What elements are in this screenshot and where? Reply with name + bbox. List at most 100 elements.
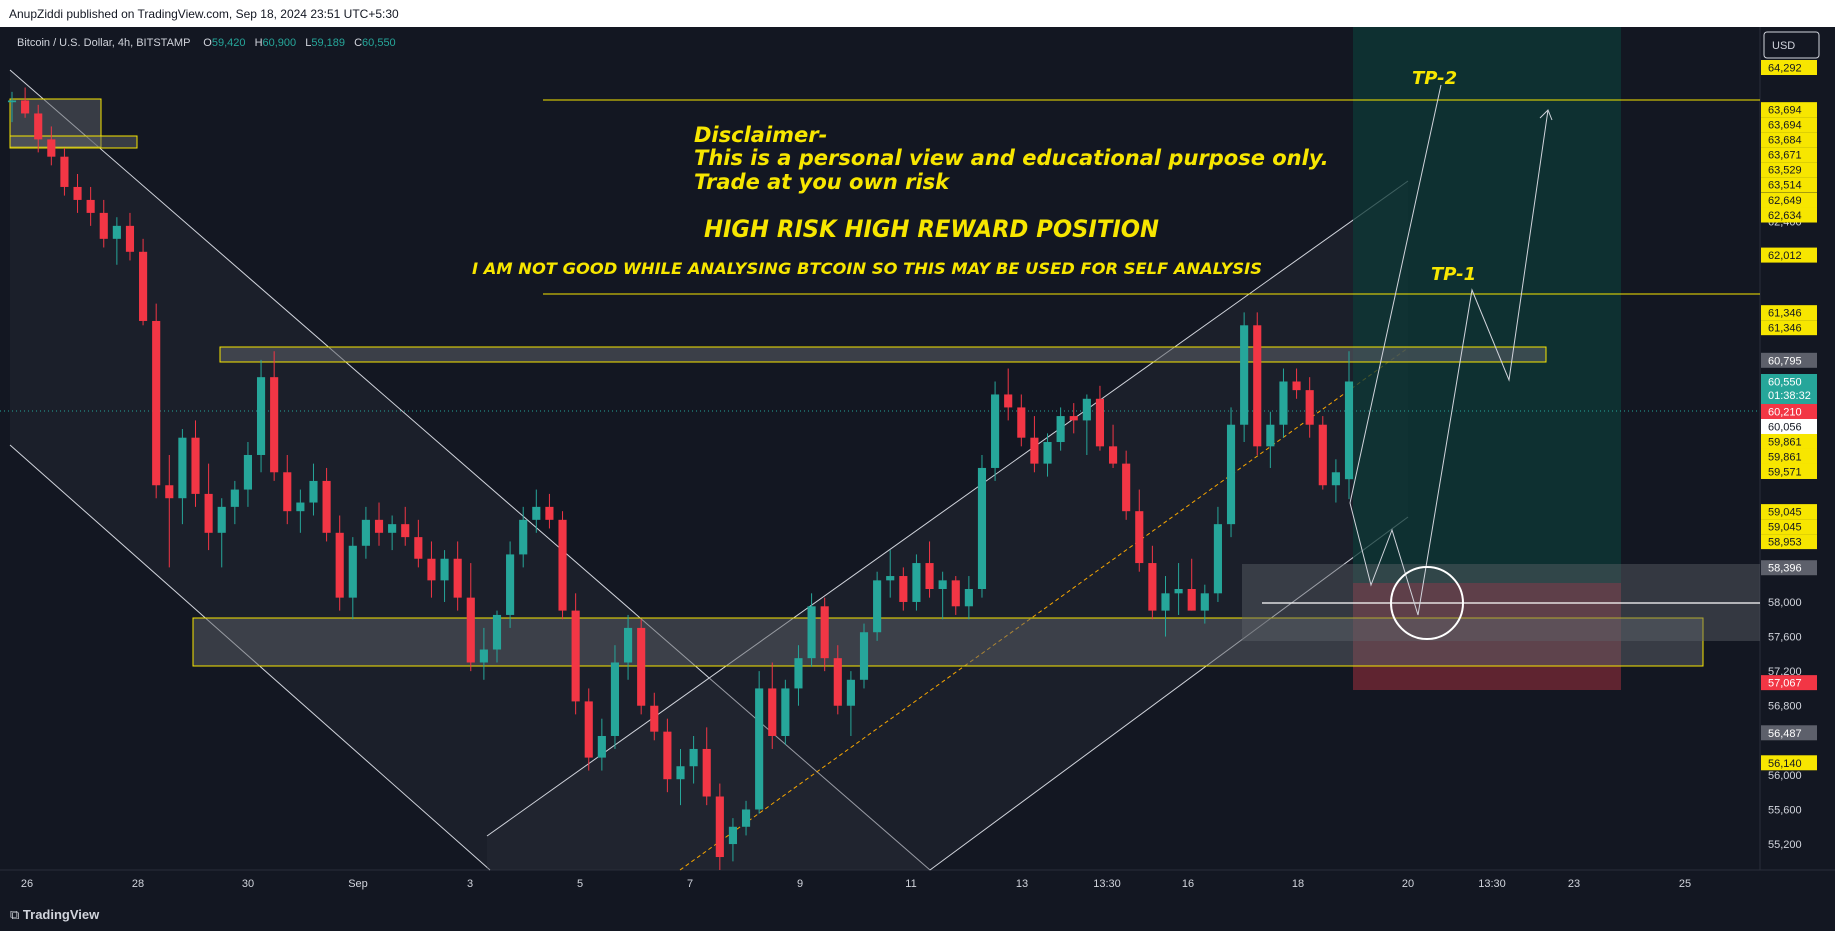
candle	[912, 554, 921, 611]
candle	[1017, 394, 1026, 447]
candle	[728, 818, 737, 862]
candle	[230, 480, 239, 525]
tradingview-logo[interactable]: ⧉ TradingView	[10, 907, 99, 923]
tp2-label: TP-2	[1412, 68, 1457, 89]
candle	[1331, 459, 1340, 503]
candle-body	[794, 658, 803, 689]
candle	[361, 506, 370, 559]
candle-body	[1095, 398, 1105, 447]
candle	[859, 623, 869, 689]
time-tick-label: 3	[467, 878, 473, 890]
tp1-label: TP-1	[1431, 264, 1476, 285]
candle	[964, 576, 973, 620]
disclaimer-line-2: This is a personal view and educational …	[694, 146, 1329, 170]
candle	[1253, 312, 1262, 455]
candle-body	[1004, 394, 1013, 408]
candle	[532, 489, 541, 533]
time-tick-label: 7	[687, 878, 693, 890]
price-badge: 56,140	[1761, 755, 1817, 771]
price-badge-text: 58,953	[1768, 537, 1802, 549]
price-badge: 59,861	[1761, 433, 1817, 449]
resistance-zone	[219, 346, 1547, 363]
candle-body	[1148, 563, 1157, 611]
currency-box[interactable]	[1763, 31, 1820, 59]
candle-body	[886, 576, 895, 581]
low-value: 59,189	[311, 37, 345, 49]
candle-body	[624, 627, 633, 663]
time-tick-label: 25	[1679, 878, 1691, 890]
price-badge-text: 59,045	[1768, 507, 1802, 519]
price-badge-text: 58,396	[1768, 563, 1802, 575]
price-badge: 63,671	[1761, 147, 1817, 163]
price-chart[interactable]: Disclaimer- This is a personal view and …	[0, 27, 1835, 900]
price-badge-text: 61,346	[1768, 323, 1802, 335]
candle	[506, 541, 515, 628]
price-badge-text: 59,861	[1768, 436, 1802, 448]
candle	[322, 467, 331, 542]
candle-body	[676, 766, 685, 780]
projection-path-2	[1349, 84, 1442, 504]
low-label: L	[305, 37, 311, 49]
candle	[492, 610, 502, 663]
candle	[820, 597, 829, 672]
candle-body	[964, 589, 973, 607]
price-badge-bg	[1761, 102, 1817, 118]
time-tick-label: 30	[242, 878, 254, 890]
price-badge-text: 60,056	[1768, 421, 1802, 433]
candle	[283, 454, 292, 525]
candle-body	[768, 688, 777, 736]
channel-midline	[679, 347, 1409, 871]
candle	[204, 463, 213, 551]
candle	[21, 87, 30, 118]
price-badge-text: 63,514	[1768, 180, 1802, 192]
candle-body	[833, 658, 842, 706]
candle	[1266, 411, 1275, 468]
candle	[991, 381, 1000, 481]
price-badge-bg	[1761, 320, 1817, 336]
price-badge-bg	[1761, 534, 1817, 550]
price-badge-countdown: 01:38:32	[1768, 390, 1811, 402]
candle	[1213, 506, 1222, 602]
price-badge-bg	[1761, 373, 1817, 404]
price-badge: 64,292	[1761, 60, 1817, 75]
price-badge-text: 64,292	[1768, 63, 1802, 75]
price-badge: 58,953	[1761, 534, 1817, 550]
candle	[597, 718, 606, 771]
candle-body	[73, 186, 82, 200]
time-tick-label: 13	[1016, 878, 1028, 890]
candle-body	[361, 519, 370, 546]
price-badge: 62,649	[1761, 192, 1817, 208]
candle-body	[230, 489, 239, 507]
time-tick-label: 23	[1568, 878, 1580, 890]
candle	[584, 688, 593, 771]
price-badge: 61,346	[1761, 305, 1817, 321]
high-value: 60,900	[263, 37, 297, 49]
time-tick-label: 28	[132, 878, 144, 890]
price-badge: 62,634	[1761, 207, 1817, 223]
candle-body	[21, 100, 30, 114]
time-tick-label: 9	[797, 878, 803, 890]
price-badge-bg	[1761, 675, 1817, 691]
price-axis-labels: 63,20062,40061,20058,00057,60057,20056,8…	[1761, 60, 1817, 851]
candle-body	[873, 580, 882, 633]
disclaimer-line-1: Disclaimer-	[694, 123, 827, 147]
candle-body	[309, 480, 318, 503]
candle	[217, 498, 226, 568]
entry-circle	[1390, 566, 1464, 640]
candle	[1318, 416, 1327, 490]
candle	[191, 420, 200, 507]
time-tick-label: 11	[905, 878, 916, 890]
candle-body	[466, 597, 475, 663]
candle	[1030, 416, 1039, 473]
candle-body	[217, 506, 226, 533]
currency-label[interactable]: USD	[1772, 40, 1795, 52]
candle	[34, 104, 43, 153]
candle	[125, 212, 135, 261]
candle-body	[846, 679, 855, 706]
candle-body	[899, 576, 908, 602]
price-badge-text: 60,210	[1768, 406, 1802, 418]
candle	[1122, 450, 1131, 520]
price-badge-text: 63,684	[1768, 135, 1802, 147]
price-badge-text: 59,861	[1768, 451, 1802, 463]
candle-body	[637, 627, 646, 706]
